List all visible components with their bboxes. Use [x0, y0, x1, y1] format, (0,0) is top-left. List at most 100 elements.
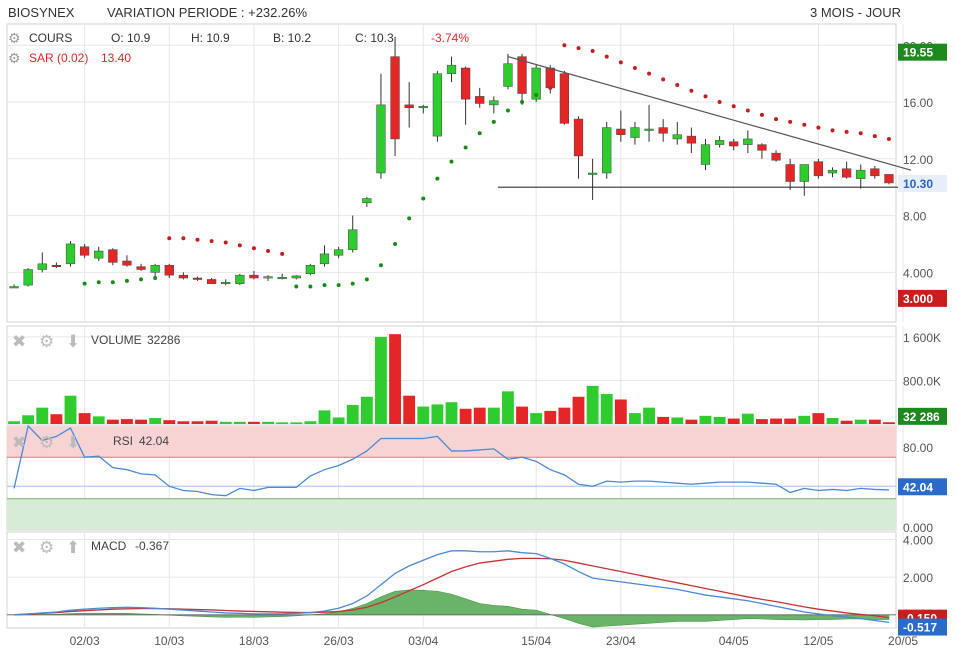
- candle-19: [277, 273, 287, 280]
- price-y-tick: 16.00: [903, 96, 933, 110]
- sar-dot: [788, 119, 793, 124]
- sar-dot: [209, 239, 214, 244]
- candle-11: [164, 263, 174, 279]
- x-tick-label: 03/04: [408, 634, 438, 648]
- candle-52: [743, 130, 753, 154]
- candle-39: [559, 70, 570, 125]
- panel-frame-3: [6, 531, 897, 629]
- candle-61: [870, 165, 880, 179]
- volume-bar-52: [741, 413, 754, 424]
- volume-bar-13: [191, 421, 204, 424]
- arrow-down-icon: ⬇: [66, 332, 80, 352]
- volume-bar-49: [699, 415, 712, 424]
- candle-7: [108, 248, 118, 266]
- candle-59: [841, 161, 852, 179]
- last-price-tag-text: 10.30: [903, 177, 933, 191]
- candle-20: [291, 275, 301, 280]
- candle-body: [178, 274, 189, 279]
- volume-bar-6: [92, 416, 105, 424]
- price-y-tick: 8.00: [903, 210, 927, 224]
- volume-last-tag-bg: [898, 407, 947, 425]
- volume-bar-34: [487, 407, 500, 424]
- sar-dot: [858, 131, 863, 136]
- candle-body: [418, 106, 428, 109]
- candle-body: [319, 253, 330, 265]
- volume-panel-controls[interactable]: ✖ ⚙ ⬇: [12, 332, 80, 352]
- candle-55: [785, 158, 795, 191]
- sar-dot: [364, 277, 369, 282]
- sar-dot: [124, 278, 129, 283]
- close-icon: ✖: [12, 433, 26, 453]
- candle-58: [827, 167, 838, 178]
- arrow-up-icon: ⬆: [66, 538, 80, 558]
- candle-body: [206, 279, 217, 284]
- last-price-tag: 10.30: [898, 174, 947, 192]
- volume-bar-37: [530, 413, 543, 424]
- sar-dot: [393, 241, 398, 246]
- candle-body: [672, 134, 682, 140]
- sar-dot: [618, 60, 623, 65]
- macd-panel-controls[interactable]: ✖ ⚙ ⬆: [12, 538, 80, 558]
- candle-36: [517, 53, 527, 105]
- candle-body: [249, 274, 259, 279]
- candle-body: [856, 169, 866, 179]
- volume-bar-4: [64, 395, 77, 424]
- rsi-panel-controls[interactable]: ✖ ⚙ ⬇: [12, 433, 80, 453]
- candle-body: [813, 161, 824, 177]
- candle-body: [79, 246, 90, 256]
- candle-30: [432, 70, 443, 142]
- ohlc-open: O: 10.9: [111, 31, 151, 45]
- volume-bar-32: [459, 408, 472, 424]
- candle-5: [79, 243, 90, 259]
- candle-body: [404, 104, 414, 108]
- volume-y-tick: 800.0K: [903, 374, 941, 388]
- candle-body: [475, 96, 485, 104]
- macd-last-tag: -0.517: [898, 618, 947, 636]
- macd-value: -0.367: [135, 539, 169, 553]
- gear-icon[interactable]: ⚙: [8, 50, 21, 66]
- macd-last-tag-bg: [898, 618, 947, 636]
- volume-bar-50: [713, 416, 726, 424]
- ticker-label: BIOSYNEX: [8, 5, 75, 20]
- x-tick-label: 10/03: [154, 634, 184, 648]
- volume-bar-9: [135, 419, 147, 424]
- candle-body: [221, 282, 231, 285]
- candle-41: [587, 158, 598, 200]
- volume-bar-61: [868, 419, 881, 424]
- candle-50: [714, 136, 725, 148]
- candle-body: [65, 243, 76, 265]
- candle-42: [602, 121, 612, 179]
- candle-1: [23, 268, 33, 287]
- candle-24: [348, 215, 358, 253]
- sar-dot: [520, 100, 525, 105]
- volume-bar-2: [36, 407, 49, 424]
- sar-dot: [477, 131, 482, 136]
- rsi-last-tag: 42.04: [898, 478, 947, 496]
- candle-4: [65, 241, 76, 267]
- sar-dot: [223, 240, 228, 245]
- candle-body: [517, 56, 527, 94]
- candle-43: [616, 110, 626, 142]
- candle-46: [658, 119, 668, 142]
- volume-bar-5: [78, 413, 91, 424]
- candle-12: [178, 272, 189, 280]
- close-icon: ✖: [12, 538, 26, 558]
- x-tick-label: 12/05: [803, 634, 833, 648]
- candle-body: [348, 229, 358, 250]
- sar-dot: [195, 237, 200, 242]
- resistance-trendline: [507, 56, 912, 171]
- price-y-tick: 12.00: [903, 153, 933, 167]
- rsi-oversold-zone: [7, 498, 896, 530]
- candle-body: [658, 127, 668, 134]
- sar-dot: [407, 216, 412, 221]
- sar-dot: [82, 281, 87, 286]
- volume-bar-48: [685, 419, 698, 424]
- volume-bar-3: [50, 414, 63, 424]
- volume-bar-40: [572, 396, 585, 424]
- period-selector[interactable]: 3 MOIS - JOUR: [809, 5, 901, 20]
- gear-icon[interactable]: ⚙: [8, 30, 21, 46]
- volume-bar-24: [346, 404, 359, 424]
- ohlc-legend: ⚙ COURS O: 10.9 H: 10.9 B: 10.2 C: 10.3 …: [0, 30, 900, 47]
- candle-54: [771, 150, 781, 162]
